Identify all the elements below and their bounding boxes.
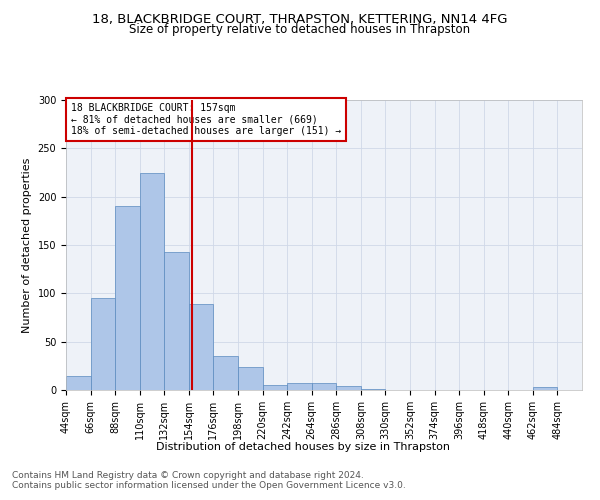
Text: Distribution of detached houses by size in Thrapston: Distribution of detached houses by size … xyxy=(156,442,450,452)
Text: Size of property relative to detached houses in Thrapston: Size of property relative to detached ho… xyxy=(130,22,470,36)
Bar xyxy=(91,298,115,390)
Bar xyxy=(140,174,164,390)
Y-axis label: Number of detached properties: Number of detached properties xyxy=(22,158,32,332)
Bar xyxy=(312,383,336,390)
Bar xyxy=(214,356,238,390)
Bar xyxy=(361,389,385,390)
Bar xyxy=(238,367,263,390)
Bar xyxy=(115,206,140,390)
Bar xyxy=(189,304,214,390)
Text: Contains HM Land Registry data © Crown copyright and database right 2024.: Contains HM Land Registry data © Crown c… xyxy=(12,471,364,480)
Bar xyxy=(336,386,361,390)
Bar xyxy=(263,385,287,390)
Bar xyxy=(164,252,189,390)
Bar xyxy=(287,383,312,390)
Text: 18, BLACKBRIDGE COURT, THRAPSTON, KETTERING, NN14 4FG: 18, BLACKBRIDGE COURT, THRAPSTON, KETTER… xyxy=(92,12,508,26)
Text: 18 BLACKBRIDGE COURT: 157sqm
← 81% of detached houses are smaller (669)
18% of s: 18 BLACKBRIDGE COURT: 157sqm ← 81% of de… xyxy=(71,103,341,136)
Bar xyxy=(66,376,91,390)
Text: Contains public sector information licensed under the Open Government Licence v3: Contains public sector information licen… xyxy=(12,481,406,490)
Bar xyxy=(533,387,557,390)
